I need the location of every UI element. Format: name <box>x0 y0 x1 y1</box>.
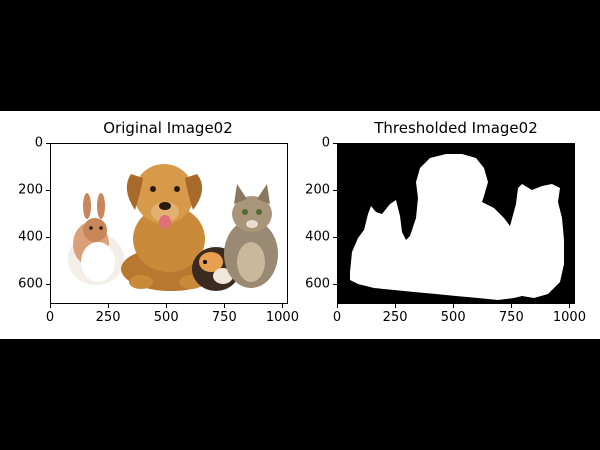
left-panel-title: Original Image02 <box>103 119 233 137</box>
left-xtick-mark <box>281 304 283 308</box>
puppy-figure <box>121 164 221 291</box>
left-ytick-mark <box>46 283 50 285</box>
left-xtick-mark <box>165 304 167 308</box>
left-xtick-label: 250 <box>95 310 121 325</box>
left-xtick-label: 0 <box>45 310 55 325</box>
right-xtick-mark <box>452 304 454 308</box>
rabbit-figure <box>68 193 124 285</box>
right-xtick-mark <box>510 304 512 308</box>
right-axes <box>337 143 575 304</box>
left-xtick-label: 1000 <box>265 310 299 325</box>
right-xtick-mark <box>568 304 570 308</box>
right-xtick-label: 250 <box>382 310 408 325</box>
thresholded-mask <box>338 144 574 303</box>
left-ytick-mark <box>46 189 50 191</box>
left-xtick-label: 750 <box>211 310 237 325</box>
right-xtick-label: 750 <box>498 310 524 325</box>
right-xtick-mark <box>336 304 338 308</box>
left-ytick-mark <box>46 236 50 238</box>
left-ytick-mark <box>46 142 50 144</box>
right-ytick-label: 0 <box>321 135 330 151</box>
left-xtick-mark <box>223 304 225 308</box>
right-xtick-label: 0 <box>332 310 342 325</box>
left-ytick-label: 0 <box>34 135 43 151</box>
left-xtick-label: 500 <box>153 310 179 325</box>
right-ytick-mark <box>333 189 337 191</box>
right-ytick-mark <box>333 142 337 144</box>
right-xtick-label: 500 <box>440 310 466 325</box>
original-photo <box>51 144 287 303</box>
left-ytick-label: 600 <box>18 276 43 292</box>
right-ytick-label: 400 <box>305 229 330 245</box>
left-axes <box>50 143 288 304</box>
left-xtick-mark <box>49 304 51 308</box>
right-xtick-label: 1000 <box>552 310 586 325</box>
left-xtick-mark <box>107 304 109 308</box>
kitten-figure <box>224 184 278 288</box>
right-ytick-label: 200 <box>305 182 330 198</box>
right-ytick-label: 600 <box>305 276 330 292</box>
figure: Original Image02 <box>0 111 600 339</box>
left-ytick-label: 400 <box>18 229 43 245</box>
right-ytick-mark <box>333 283 337 285</box>
right-panel-title: Thresholded Image02 <box>374 119 538 137</box>
left-ytick-label: 200 <box>18 182 43 198</box>
right-ytick-mark <box>333 236 337 238</box>
right-xtick-mark <box>394 304 396 308</box>
